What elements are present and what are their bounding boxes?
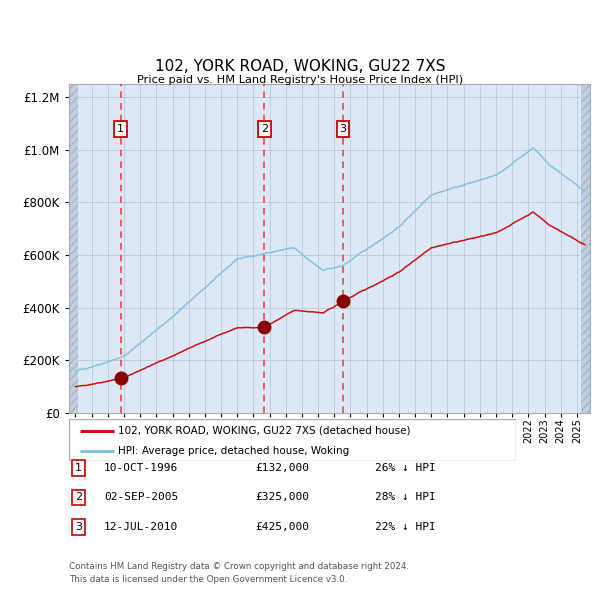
Text: 10-OCT-1996: 10-OCT-1996 [104,463,178,473]
Text: 1: 1 [75,463,82,473]
Text: £132,000: £132,000 [255,463,309,473]
Text: 3: 3 [340,124,346,134]
Text: £325,000: £325,000 [255,493,309,502]
Text: 2: 2 [75,493,82,502]
FancyBboxPatch shape [69,419,516,461]
Text: 28% ↓ HPI: 28% ↓ HPI [375,493,436,502]
Text: 3: 3 [75,522,82,532]
Text: HPI: Average price, detached house, Woking: HPI: Average price, detached house, Woki… [118,446,349,455]
Text: £425,000: £425,000 [255,522,309,532]
Bar [581,84,590,413]
Text: 102, YORK ROAD, WOKING, GU22 7XS: 102, YORK ROAD, WOKING, GU22 7XS [155,59,445,74]
Text: Price paid vs. HM Land Registry's House Price Index (HPI): Price paid vs. HM Land Registry's House … [137,75,463,85]
Text: This data is licensed under the Open Government Licence v3.0.: This data is licensed under the Open Gov… [69,575,347,584]
Text: 22% ↓ HPI: 22% ↓ HPI [375,522,436,532]
Text: 12-JUL-2010: 12-JUL-2010 [104,522,178,532]
Text: 26% ↓ HPI: 26% ↓ HPI [375,463,436,473]
Text: 02-SEP-2005: 02-SEP-2005 [104,493,178,502]
Bar [69,84,78,413]
Text: 1: 1 [117,124,124,134]
Text: 102, YORK ROAD, WOKING, GU22 7XS (detached house): 102, YORK ROAD, WOKING, GU22 7XS (detach… [118,426,410,436]
Text: 2: 2 [260,124,268,134]
Text: Contains HM Land Registry data © Crown copyright and database right 2024.: Contains HM Land Registry data © Crown c… [69,562,409,571]
